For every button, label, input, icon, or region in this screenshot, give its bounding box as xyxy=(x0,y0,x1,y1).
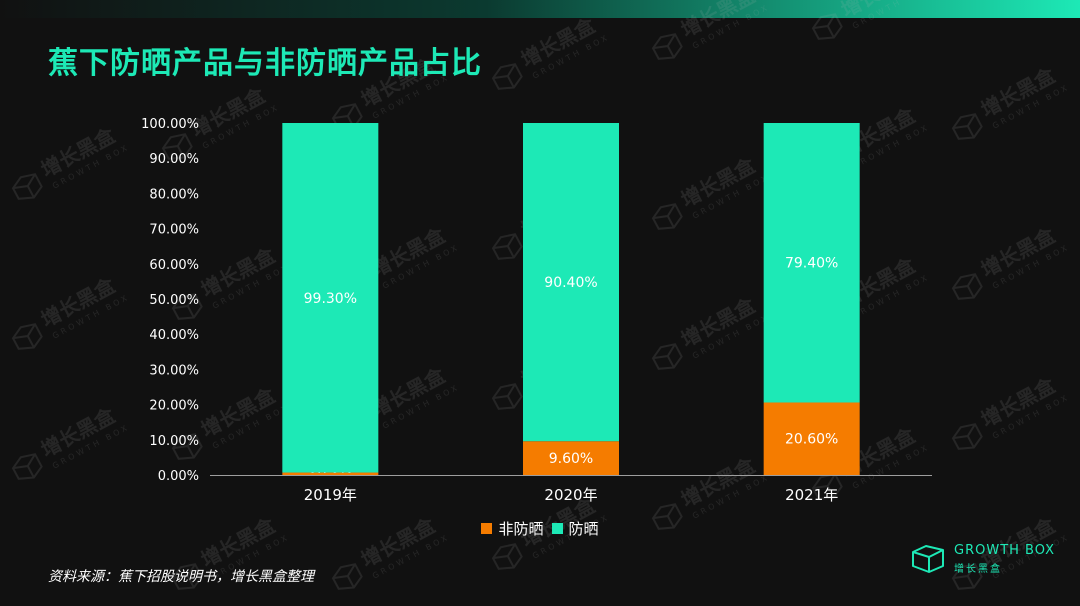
brand-logo: GROWTH BOX 增长黑盒 xyxy=(910,543,1055,575)
y-tick-label: 40.00% xyxy=(149,328,199,343)
bar-segment xyxy=(282,123,379,473)
data-label: 79.40% xyxy=(785,256,838,272)
chart-legend: 非防晒 防晒 xyxy=(0,518,1080,539)
legend-label-sun: 防晒 xyxy=(568,520,599,538)
data-label: 99.30% xyxy=(304,291,357,307)
x-category-label: 2021年 xyxy=(785,486,838,504)
source-note: 资料来源：蕉下招股说明书，增长黑盒整理 xyxy=(48,569,314,585)
legend-item-nonsun: 非防晒 xyxy=(481,518,544,539)
y-tick-label: 10.00% xyxy=(149,434,199,449)
bar-segment xyxy=(763,123,860,403)
y-tick-label: 30.00% xyxy=(149,363,199,378)
y-tick-label: 0.00% xyxy=(158,469,199,484)
x-category-label: 2020年 xyxy=(544,486,597,504)
y-tick-label: 50.00% xyxy=(149,293,199,308)
page-title: 蕉下防晒产品与非防晒产品占比 xyxy=(48,46,482,81)
data-label: 20.60% xyxy=(785,432,838,448)
data-label: 90.40% xyxy=(544,275,597,291)
brand-name-cn: 增长黑盒 xyxy=(954,564,1002,575)
y-tick-label: 70.00% xyxy=(149,223,199,238)
y-tick-label: 60.00% xyxy=(149,258,199,273)
legend-item-sun: 防晒 xyxy=(551,518,599,539)
bar-segment xyxy=(763,402,860,475)
x-category-label: 2019年 xyxy=(304,486,357,504)
y-tick-label: 90.00% xyxy=(149,152,199,167)
data-label: 9.60% xyxy=(549,451,593,467)
top-accent-bar xyxy=(0,0,1080,18)
box-logo-icon xyxy=(912,545,944,573)
legend-swatch-sun xyxy=(551,523,563,534)
y-tick-label: 20.00% xyxy=(149,399,199,414)
bar-segment xyxy=(282,472,379,475)
bar-segment xyxy=(523,441,619,475)
y-tick-label: 100.00% xyxy=(141,117,199,132)
y-tick-label: 80.00% xyxy=(149,187,199,202)
brand-name-en: GROWTH BOX xyxy=(954,543,1056,558)
bar-segment xyxy=(523,123,619,442)
legend-label-nonsun: 非防晒 xyxy=(498,520,544,538)
legend-swatch-nonsun xyxy=(481,523,493,534)
